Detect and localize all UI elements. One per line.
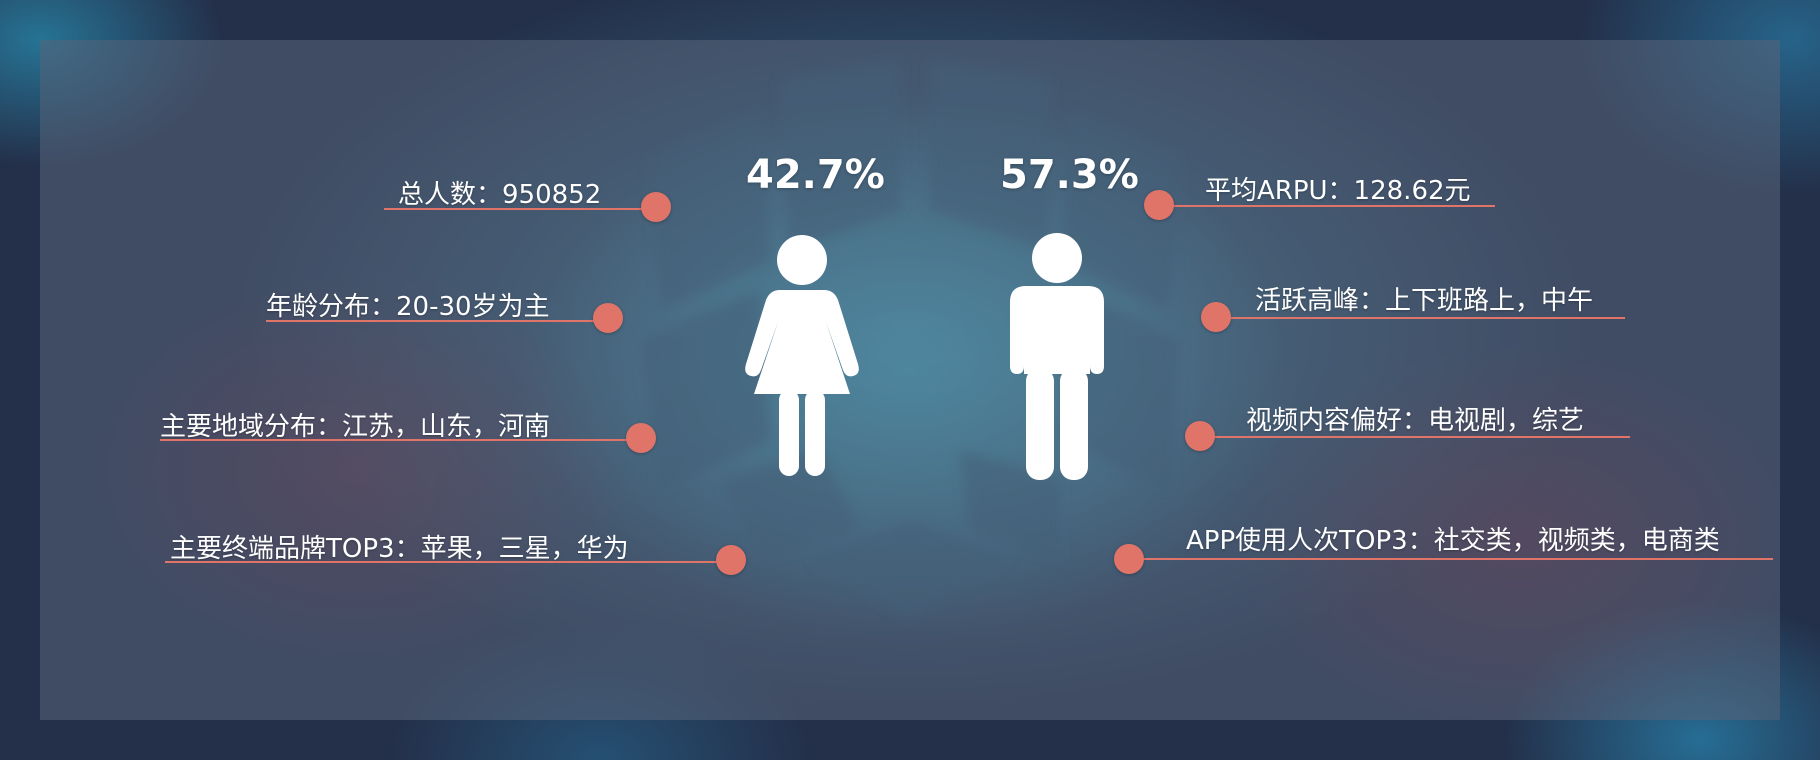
stat-video-preference-dot: [1185, 421, 1215, 451]
stat-video-preference-line: [1200, 436, 1630, 438]
stat-average-arpu-dot: [1144, 190, 1174, 220]
male-figure-icon: [1010, 233, 1104, 480]
stat-device-brands: 主要终端品牌TOP3：苹果，三星，华为: [170, 534, 629, 564]
stat-app-usage-line: [1128, 558, 1773, 560]
stat-age-distribution-line: [266, 320, 608, 322]
stat-average-arpu: 平均ARPU：128.62元: [1205, 176, 1471, 206]
stat-video-preference: 视频内容偏好：电视剧，综艺: [1246, 406, 1585, 436]
stat-device-brands-line: [165, 561, 731, 563]
stat-age-distribution-dot: [593, 303, 623, 333]
stat-region-distribution-dot: [626, 423, 656, 453]
content-panel: [40, 40, 1780, 720]
stat-region-distribution: 主要地域分布：江苏，山东，河南: [160, 412, 551, 442]
stat-device-brands-dot: [716, 545, 746, 575]
male-percent: 57.3%: [1000, 152, 1139, 198]
female-figure-icon: [745, 235, 859, 476]
stat-active-peak: 活跃高峰：上下班路上，中午: [1255, 286, 1594, 316]
stat-active-peak-line: [1215, 317, 1625, 319]
female-percent: 42.7%: [746, 152, 885, 198]
stat-age-distribution: 年龄分布：20-30岁为主: [266, 292, 550, 322]
stat-app-usage-dot: [1114, 544, 1144, 574]
stat-average-arpu-line: [1160, 205, 1495, 207]
stat-total-people: 总人数：950852: [398, 180, 602, 210]
stat-region-distribution-line: [160, 439, 640, 441]
stat-app-usage: APP使用人次TOP3：社交类，视频类，电商类: [1186, 526, 1720, 556]
stat-total-people-line: [384, 208, 656, 210]
stat-total-people-dot: [641, 192, 671, 222]
stat-active-peak-dot: [1201, 302, 1231, 332]
